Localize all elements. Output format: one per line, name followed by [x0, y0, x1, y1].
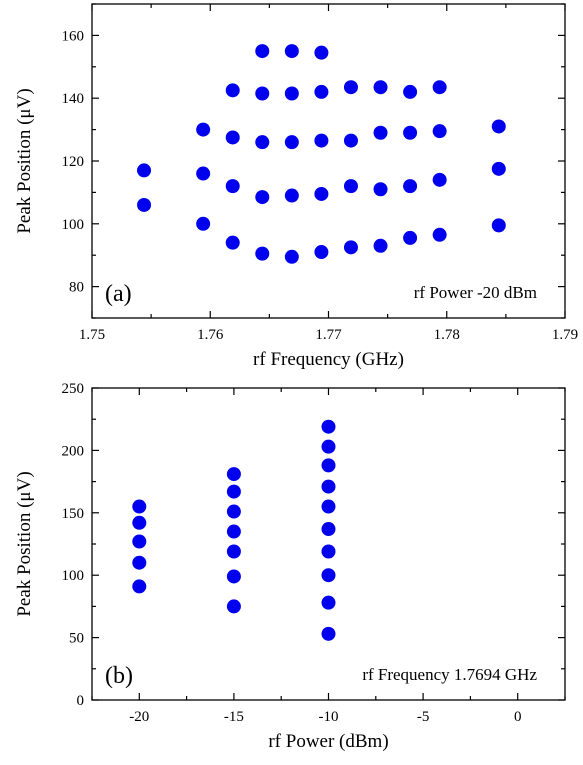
data-point	[373, 238, 388, 253]
data-point	[403, 84, 418, 99]
y-tick-label: 0	[77, 693, 85, 709]
data-point	[343, 80, 358, 95]
data-point	[196, 166, 211, 181]
condition-annotation: rf Power -20 dBm	[414, 283, 537, 302]
x-tick-label: 1.79	[552, 327, 578, 343]
data-point	[373, 182, 388, 197]
x-tick-label: 0	[514, 709, 522, 725]
data-point	[321, 595, 336, 610]
panel-label: (b)	[105, 663, 133, 689]
x-axis-title: rf Power (dBm)	[268, 731, 388, 752]
y-tick-label: 250	[62, 381, 85, 397]
data-point	[314, 84, 329, 99]
data-point	[343, 240, 358, 255]
data-point	[284, 44, 299, 59]
data-point	[432, 172, 447, 187]
data-point	[137, 197, 152, 212]
data-point	[432, 80, 447, 95]
y-tick-label: 80	[69, 280, 84, 296]
data-point	[226, 504, 241, 519]
data-point	[321, 544, 336, 559]
data-point	[321, 522, 336, 537]
data-point	[284, 249, 299, 264]
y-axis-title: Peak Position (μV)	[14, 88, 35, 233]
data-point	[255, 44, 270, 59]
data-point	[373, 125, 388, 140]
data-point	[226, 484, 241, 499]
plot-frame	[91, 3, 566, 319]
x-tick-label: -10	[319, 709, 339, 725]
data-point	[226, 569, 241, 584]
data-point	[132, 534, 147, 549]
data-point	[432, 227, 447, 242]
data-point	[321, 419, 336, 434]
y-tick-label: 160	[62, 28, 85, 44]
data-point	[137, 163, 152, 178]
data-point	[226, 467, 241, 482]
data-point	[132, 579, 147, 594]
data-point	[226, 524, 241, 539]
condition-annotation: rf Frequency 1.7694 GHz	[362, 665, 537, 684]
data-point	[196, 216, 211, 231]
y-tick-label: 100	[62, 568, 85, 584]
y-tick-label: 120	[62, 154, 85, 170]
data-point	[403, 230, 418, 245]
data-point	[132, 499, 147, 514]
x-tick-label: 1.75	[79, 327, 105, 343]
y-tick-label: 200	[62, 443, 85, 459]
data-point	[321, 626, 336, 641]
data-point	[132, 515, 147, 530]
data-point	[314, 245, 329, 260]
data-point	[226, 599, 241, 614]
data-point	[284, 135, 299, 150]
data-point	[225, 235, 240, 250]
data-point	[255, 86, 270, 101]
x-tick-label: 1.77	[315, 327, 342, 343]
data-point	[314, 45, 329, 60]
x-axis-title: rf Frequency (GHz)	[253, 349, 404, 370]
y-tick-label: 50	[69, 631, 84, 647]
plot-frame	[91, 387, 566, 701]
data-point	[432, 124, 447, 139]
data-point	[321, 568, 336, 583]
data-point	[132, 555, 147, 570]
data-point	[284, 188, 299, 203]
data-point	[491, 161, 506, 176]
y-tick-label: 150	[62, 506, 85, 522]
data-point	[373, 80, 388, 95]
data-point	[196, 122, 211, 137]
data-point	[314, 133, 329, 148]
y-axis-title: Peak Position (μV)	[14, 471, 35, 616]
panel-a: 1.75 1.76 1.77 1.78 1.79 80 100 120 140 160 rf Fre…	[14, 3, 578, 370]
data-point	[226, 544, 241, 559]
data-point	[403, 125, 418, 140]
data-point	[491, 218, 506, 233]
data-point	[321, 458, 336, 473]
data-point	[225, 83, 240, 98]
data-point	[255, 246, 270, 261]
data-point	[284, 86, 299, 101]
data-point	[255, 135, 270, 150]
x-tick-label: 1.76	[197, 327, 224, 343]
panel-b: -20 -15 -10 -5 0 0 50 100 150 200 250 rf Power (dBm…	[14, 381, 566, 752]
y-tick-label: 140	[62, 91, 85, 107]
panel-label: (a)	[105, 281, 132, 307]
data-point	[255, 190, 270, 205]
data-point	[321, 439, 336, 454]
x-tick-label: 1.78	[434, 327, 460, 343]
x-tick-label: -20	[129, 709, 149, 725]
y-tick-label: 100	[62, 217, 85, 233]
data-point	[321, 479, 336, 494]
data-point	[491, 119, 506, 134]
x-tick-label: -15	[224, 709, 244, 725]
data-point	[314, 186, 329, 201]
data-point	[321, 499, 336, 514]
data-point	[225, 130, 240, 145]
data-point	[225, 179, 240, 194]
data-point	[403, 179, 418, 194]
data-point	[343, 133, 358, 148]
data-point	[343, 179, 358, 194]
x-tick-label: -5	[417, 709, 430, 725]
